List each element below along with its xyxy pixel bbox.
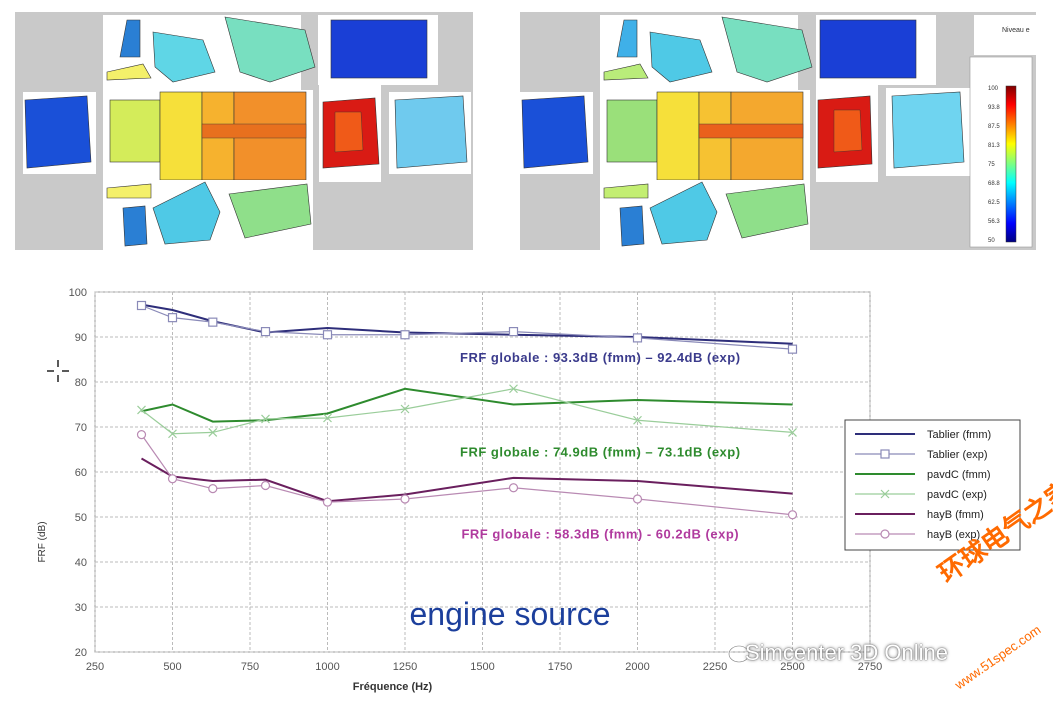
- y-tick-label: 60: [75, 467, 87, 479]
- data-point: [508, 326, 519, 337]
- y-tick-label: 100: [69, 287, 87, 299]
- colorbar-tick: 68.8: [988, 181, 1000, 187]
- wechat-icon: [728, 645, 757, 666]
- data-point: [400, 330, 410, 340]
- x-tick-label: 1500: [470, 661, 494, 673]
- data-point: [787, 510, 798, 520]
- data-point: [260, 480, 271, 491]
- series-group: [141, 387, 793, 423]
- y-tick-label: 90: [75, 332, 87, 344]
- annotation-label: FRF globale : 58.3dB (fmm) - 60.2dB (exp…: [461, 527, 739, 542]
- data-point: [261, 414, 270, 424]
- legend-label: pavdC (exp): [927, 489, 987, 501]
- x-tick-label: 2000: [625, 661, 649, 673]
- x-tick-label: 1000: [315, 661, 339, 673]
- x-tick-label: 1750: [548, 661, 572, 673]
- annotation-label: FRF globale : 74.9dB (fmm) – 73.1dB (exp…: [460, 444, 741, 459]
- y-tick-label: 80: [75, 377, 87, 389]
- data-point: [322, 330, 333, 340]
- colorbar-tick: 50: [988, 238, 995, 244]
- x-tick-label: 750: [241, 661, 259, 673]
- data-point: [633, 415, 642, 425]
- data-point: [787, 344, 798, 354]
- colorbar: [1005, 85, 1017, 243]
- data-point: [788, 427, 797, 437]
- data-point: [167, 313, 178, 323]
- legend-label: Tablier (fmm): [927, 429, 991, 441]
- series-group: [136, 430, 798, 520]
- heatmap-panel-right: Niveau e 100 93.8 87.5 81.3 75 68.8 62.5 56.3 50: [520, 12, 1036, 250]
- data-point: [508, 483, 519, 493]
- chart-svg: 250 500 750 1000 1250 1500 1750 2000 2250 2500 275…: [37, 287, 1021, 693]
- car-surface-map-right: Niveau e 100 93.8 87.5 81.3 75 68.8 62.5 56.3 50: [520, 15, 1036, 250]
- crosshair-cursor-icon: [47, 360, 69, 382]
- series-group: [136, 300, 798, 354]
- data-point: [136, 430, 147, 440]
- data-point: [208, 317, 218, 327]
- y-axis-label: FRF (dB): [37, 521, 48, 562]
- data-point: [632, 494, 643, 504]
- y-tick-label: 70: [75, 422, 87, 434]
- data-point: [136, 300, 147, 311]
- colorbar-tick: 87.5: [988, 124, 1000, 130]
- watermark-simcenter: Simcenter 3D Online: [745, 640, 948, 665]
- data-point: [400, 404, 410, 414]
- legend-label: Tablier (exp): [927, 449, 988, 461]
- data-point: [880, 449, 890, 459]
- data-point: [208, 427, 218, 437]
- colorbar-tick: 62.5: [988, 200, 1000, 206]
- colorbar-tick: 81.3: [988, 143, 1000, 149]
- x-tick-label: 500: [163, 661, 181, 673]
- legend-label: pavdC (fmm): [927, 469, 991, 481]
- data-point: [208, 484, 218, 494]
- data-point: [632, 333, 643, 343]
- data-point: [322, 497, 333, 507]
- x-tick-label: 2750: [858, 661, 882, 673]
- y-tick-label: 50: [75, 512, 87, 524]
- data-point: [509, 384, 518, 394]
- legend-label: hayB (fmm): [927, 509, 984, 521]
- annotation-label: FRF globale : 93.3dB (fmm) – 92.4dB (exp…: [460, 350, 741, 365]
- frf-chart: 250 500 750 1000 1250 1500 1750 2000 2250 2500 275…: [0, 270, 1053, 700]
- data-point: [880, 489, 890, 499]
- colorbar-tick: 93.8: [988, 105, 1000, 111]
- series-line: [141, 387, 793, 423]
- x-tick-label: 2250: [703, 661, 727, 673]
- x-tick-label: 2500: [780, 661, 804, 673]
- y-tick-label: 30: [75, 602, 87, 614]
- y-tick-label: 20: [75, 647, 87, 659]
- car-surface-map-left: [23, 15, 471, 250]
- legend-label: hayB (exp): [927, 529, 980, 541]
- data-point: [168, 429, 177, 439]
- x-axis-label: Fréquence (Hz): [353, 681, 433, 693]
- colorbar-tick: 56.3: [988, 219, 1000, 225]
- legend-box: [844, 419, 1021, 551]
- data-point: [137, 405, 146, 415]
- colorbar-tick: 100: [988, 86, 999, 92]
- colorbar-tick: 75: [988, 162, 995, 168]
- data-point: [323, 413, 332, 423]
- data-point: [260, 326, 271, 337]
- data-point: [167, 474, 178, 484]
- heatmap-panel-left: [15, 12, 473, 250]
- data-point: [400, 494, 410, 504]
- chart-caption: engine source: [409, 596, 610, 632]
- x-tick-label: 250: [86, 661, 104, 673]
- data-point: [880, 529, 890, 539]
- y-tick-label: 40: [75, 557, 87, 569]
- series-group: [137, 384, 797, 439]
- x-tick-label: 1250: [393, 661, 417, 673]
- colorbar-title: Niveau e: [1002, 27, 1030, 34]
